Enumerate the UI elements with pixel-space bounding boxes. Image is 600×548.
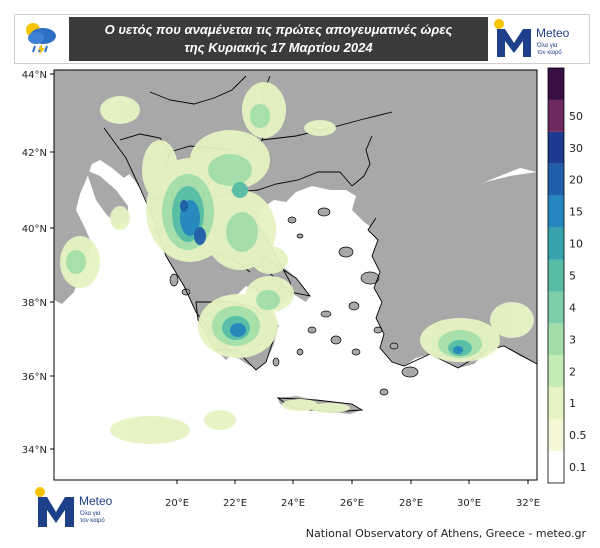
colorbar-label: 0.1 [569,461,587,474]
lon-label: 26°E [340,498,364,509]
brand-name: Meteo [536,26,570,40]
island [389,342,399,350]
colorbar-label: 5 [569,270,576,283]
island [379,388,389,396]
colorbar-label: 0.5 [569,429,587,442]
island [317,207,331,217]
brand-tagline-2: τον καιρό [537,49,562,56]
title-line-1: Ο υετός που αναμένεται τις πρώτες απογευ… [104,22,453,37]
border-montenegro [149,75,247,105]
precipitation-layer [60,82,534,444]
island [348,301,360,311]
island [338,246,354,258]
colorbar-segment [548,227,564,260]
colorbar-label: 50 [569,110,583,123]
meteo-logo-bottom: Meteo Όλα για τον καιρό [35,487,113,527]
precip-15mm [180,200,463,354]
colorbar-label: 30 [569,142,583,155]
colorbar-segment [548,355,564,388]
brand-tagline-1: Όλα για [536,43,558,49]
colorbar-label: 2 [569,365,576,378]
island [169,273,179,287]
lat-label: 38°N [22,298,47,309]
lon-label: 30°E [457,498,481,509]
colorbar-segment [548,68,564,100]
island [287,216,297,224]
island [401,366,419,378]
brand-tagline-bottom-1: Όλα για [79,511,101,517]
colorbar-label: 10 [569,238,583,251]
lon-label: 20°E [165,498,189,509]
colorbar-label: 1 [569,397,576,410]
lon-label: 28°E [399,498,423,509]
lat-label: 44°N [22,70,47,81]
lon-label: 22°E [223,498,247,509]
lat-label: 36°N [22,372,47,383]
lat-label: 42°N [22,148,47,159]
islands [152,207,419,396]
island [320,310,332,318]
colorbar-segment [548,291,564,324]
lat-label: 34°N [22,445,47,456]
island [296,348,304,356]
island [307,326,317,334]
island [296,233,304,239]
colorbar-labels: 0.1 0.5 1 2 3 4 5 10 15 20 30 50 [569,110,587,474]
precip-20mm [180,200,206,245]
colorbar-segment [548,195,564,228]
colorbar-segment [548,419,564,452]
colorbar-segment [548,163,564,196]
brand-tagline-bottom-2: τον καιρό [80,517,105,524]
island [330,335,342,345]
lat-axis: 44°N 42°N 40°N 38°N 36°N 34°N [22,70,54,456]
island [351,348,361,356]
lon-label: 24°E [281,498,305,509]
island [360,271,380,285]
colorbar-segment [548,99,564,132]
brand-name-bottom: Meteo [79,494,113,508]
map-frame [53,69,538,481]
island [181,288,191,296]
header: Ο υετός που αναμένεται τις πρώτες απογευ… [14,14,590,64]
colorbar-segment [548,259,564,292]
colorbar-segment [548,387,564,420]
border-turkey [351,135,373,187]
land-balkans [68,70,537,366]
colorbar: 0.1 0.5 1 2 3 4 5 10 15 20 30 50 [547,67,587,484]
colorbar-label: 3 [569,333,576,346]
colorbar-label: 15 [569,206,583,219]
rain-cloud-icon [26,23,56,55]
coastline-turkey [367,217,537,369]
colorbar-segment [548,323,564,356]
lon-label: 32°E [516,498,540,509]
lat-label: 40°N [22,224,47,235]
meteo-logo: Meteo Όλα για τον καιρό [494,19,570,57]
colorbar-segments [548,68,564,483]
map-title: Ο υετός που αναμένεται τις πρώτες απογευ… [69,17,488,61]
colorbar-segment [548,451,564,483]
colorbar-label: 4 [569,301,576,314]
title-line-2: της Κυριακής 17 Μαρτίου 2024 [184,40,373,55]
colorbar-label: 20 [569,174,583,187]
lon-axis: 20°E 22°E 24°E 26°E 28°E 30°E 32°E [165,480,540,509]
footer-credit: National Observatory of Athens, Greece -… [305,527,586,540]
colorbar-frame [547,67,565,484]
map-area [54,70,537,480]
island [272,357,280,367]
colorbar-segment [548,131,564,164]
